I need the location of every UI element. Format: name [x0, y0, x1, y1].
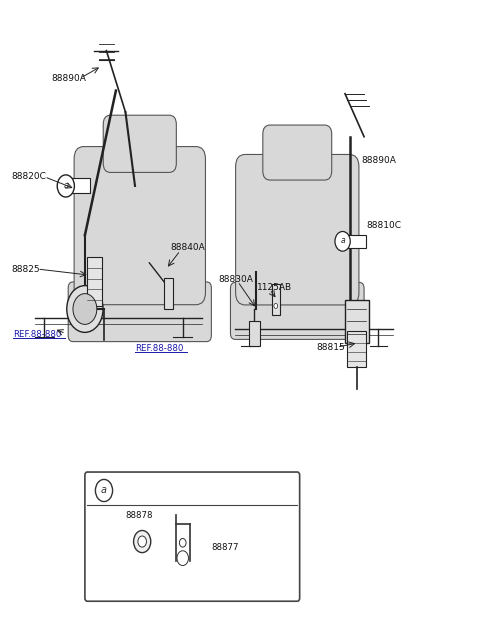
Circle shape [274, 303, 278, 308]
Bar [249, 321, 260, 346]
Text: 88890A: 88890A [51, 74, 86, 83]
Text: 88890A: 88890A [362, 156, 396, 164]
Bar [348, 331, 366, 368]
Text: 88815: 88815 [316, 342, 345, 352]
Text: a: a [63, 182, 68, 190]
Circle shape [73, 294, 97, 324]
FancyBboxPatch shape [103, 115, 176, 172]
Bar [339, 235, 365, 248]
Text: 88825: 88825 [11, 265, 39, 274]
Text: 88840A: 88840A [171, 243, 205, 252]
FancyBboxPatch shape [236, 154, 359, 305]
Bar [164, 278, 173, 309]
Text: 88810C: 88810C [366, 221, 401, 231]
FancyBboxPatch shape [230, 282, 364, 339]
Text: 88878: 88878 [125, 510, 153, 520]
Text: 88830A: 88830A [218, 275, 253, 284]
Text: REF.88-880: REF.88-880 [135, 344, 183, 353]
Bar [345, 300, 369, 343]
Bar [272, 284, 280, 315]
Circle shape [133, 530, 151, 552]
Text: a: a [340, 236, 345, 245]
Circle shape [180, 538, 186, 547]
Circle shape [57, 175, 74, 197]
Text: a: a [101, 486, 107, 496]
Text: 1125AB: 1125AB [257, 283, 292, 292]
Circle shape [335, 232, 350, 251]
Text: 88877: 88877 [211, 543, 239, 552]
Text: REF.88-880: REF.88-880 [13, 331, 62, 339]
Bar [87, 256, 102, 306]
Circle shape [138, 536, 146, 547]
FancyBboxPatch shape [74, 146, 205, 305]
Circle shape [67, 286, 103, 332]
Text: 88820C: 88820C [11, 172, 46, 181]
FancyBboxPatch shape [85, 472, 300, 601]
Bar [62, 178, 90, 193]
Circle shape [96, 480, 113, 502]
FancyBboxPatch shape [68, 282, 211, 342]
FancyBboxPatch shape [263, 125, 332, 180]
Circle shape [177, 551, 189, 565]
